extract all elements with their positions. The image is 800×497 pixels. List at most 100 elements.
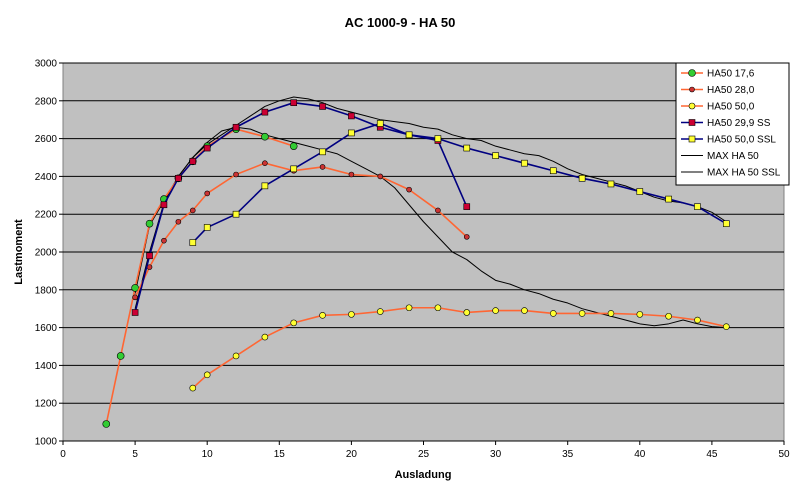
data-point (376, 308, 384, 315)
legend-label: HA50 28,0 (707, 85, 755, 96)
data-point (434, 304, 442, 312)
data-point (290, 99, 298, 106)
y-tick-label: 1800 (35, 285, 58, 296)
data-point (189, 207, 196, 214)
data-point (261, 182, 269, 190)
data-point (289, 142, 298, 150)
data-point (348, 112, 355, 120)
data-point (723, 323, 730, 330)
legend-label: MAX HA 50 SSL (707, 168, 781, 179)
data-point (607, 180, 615, 188)
series-layer (102, 96, 730, 428)
legend-label: HA50 29,9 SS (707, 118, 771, 129)
data-point (405, 131, 413, 139)
y-tick-label: 2200 (35, 210, 58, 221)
series-1 (132, 160, 470, 301)
data-point (146, 252, 153, 260)
y-tick-label: 1200 (35, 399, 58, 410)
legend-item: MAX HA 50 SSL (681, 168, 781, 179)
y-axis-title: Lastmoment (13, 219, 25, 285)
data-point (203, 144, 211, 152)
y-tick-label: 2400 (35, 172, 58, 183)
x-tick-label: 50 (778, 449, 790, 460)
data-point (175, 218, 182, 225)
data-point (578, 174, 586, 182)
x-tick-label: 30 (490, 449, 502, 460)
data-point (376, 120, 384, 127)
legend-swatch-marker (689, 86, 695, 93)
data-point (435, 207, 441, 214)
data-point (665, 195, 672, 203)
data-point (262, 160, 268, 166)
data-point (116, 352, 125, 360)
y-axis-ticks: 1000 1200 1400 1600 1800 2000 2200 2400 2600 2800… (35, 59, 63, 448)
gridlines (63, 62, 784, 404)
data-point (549, 167, 557, 175)
data-point (261, 108, 269, 116)
x-axis-title: Ausladung (395, 469, 452, 481)
x-tick-label: 5 (132, 449, 138, 460)
y-tick-label: 3000 (35, 59, 58, 70)
x-tick-label: 35 (562, 449, 574, 460)
x-axis-ticks: 0 5 10 15 20 25 30 35 40 45 50 (60, 440, 790, 460)
data-point (189, 157, 197, 165)
data-point (434, 135, 442, 142)
data-point (319, 164, 326, 170)
series-line (192, 122, 727, 244)
data-point (232, 123, 240, 131)
data-point (319, 103, 326, 110)
data-point (492, 152, 499, 159)
data-point (549, 310, 557, 317)
legend-swatch-marker (688, 69, 696, 77)
data-point (145, 219, 154, 228)
data-point (348, 311, 355, 318)
legend-label: HA50 17,6 (707, 69, 755, 80)
data-point (189, 239, 197, 246)
x-tick-label: 40 (634, 449, 646, 460)
data-point (636, 188, 644, 195)
data-point (232, 210, 240, 218)
data-point (233, 171, 239, 178)
x-tick-label: 15 (274, 449, 286, 460)
legend-item: HA50 50,0 (681, 102, 755, 113)
data-point (232, 352, 240, 360)
data-point (131, 284, 139, 292)
legend-label: MAX HA 50 (707, 151, 759, 162)
legend-item: HA50 28,0 (681, 85, 755, 96)
data-point (607, 310, 615, 317)
y-tick-label: 2600 (35, 134, 58, 145)
y-tick-label: 1000 (35, 437, 58, 448)
data-point (694, 316, 701, 324)
y-tick-label: 1600 (35, 323, 58, 334)
data-point (161, 237, 167, 244)
legend-item: HA50 29,9 SS (681, 118, 771, 129)
series-line (192, 306, 727, 389)
data-point (463, 234, 470, 240)
data-point (348, 129, 355, 137)
data-point (723, 220, 730, 227)
data-point (521, 159, 528, 167)
data-point (578, 310, 586, 317)
legend-item: MAX HA 50 (681, 151, 759, 162)
data-point (131, 309, 139, 316)
x-tick-label: 10 (202, 449, 214, 460)
x-tick-label: 45 (706, 449, 718, 460)
data-point (463, 203, 471, 210)
data-point (406, 186, 412, 193)
data-point (492, 307, 499, 314)
data-point (463, 309, 471, 316)
data-point (319, 148, 326, 156)
x-tick-label: 0 (60, 449, 66, 460)
chart-title: AC 1000-9 - HA 50 (345, 15, 456, 30)
legend: HA50 17,6 HA50 28,0 HA50 50,0 HA50 29,9 SS H… (675, 62, 790, 186)
data-point (290, 165, 298, 173)
data-point (377, 173, 384, 180)
data-point (636, 311, 644, 318)
data-point (261, 132, 269, 141)
data-point (348, 171, 355, 178)
x-tick-label: 25 (418, 449, 430, 460)
series-4 (189, 120, 730, 246)
legend-swatch-marker (688, 135, 696, 143)
data-point (203, 371, 211, 379)
